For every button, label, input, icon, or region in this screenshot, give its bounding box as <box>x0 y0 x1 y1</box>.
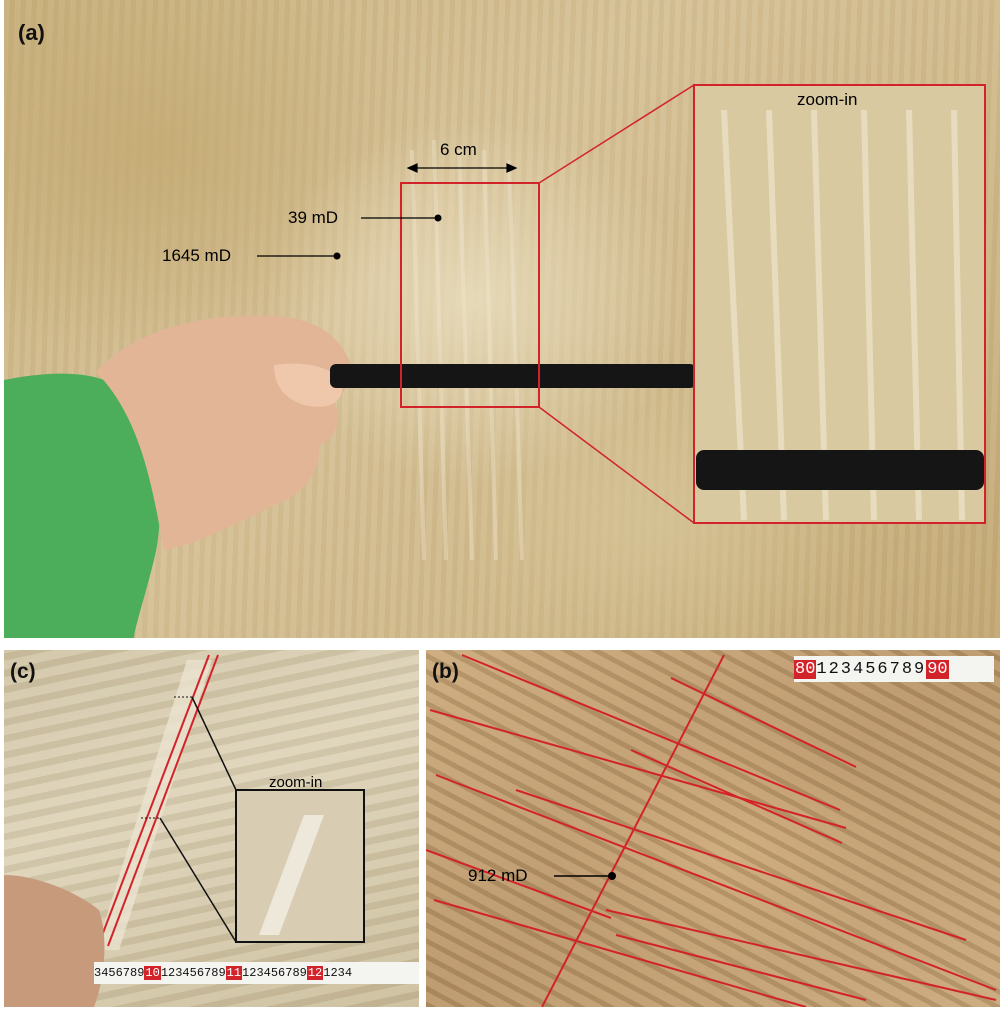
panel-a-label: (a) <box>18 20 45 45</box>
tape-red-mark: 12 <box>306 966 324 980</box>
thumb <box>274 363 343 407</box>
scale-arrow <box>406 163 518 173</box>
tape-digits: 123456789 <box>242 966 307 980</box>
zoom-in-label-a: zoom-in <box>797 90 858 109</box>
measuring-tape-c: 3456789 10 123456789 11 123456789 12 1234 <box>94 962 419 984</box>
tape-red-mark: 80 <box>794 659 817 679</box>
tape-red-mark: 10 <box>144 966 161 980</box>
panel-b-overlay <box>426 654 997 1007</box>
tape-digits: 123456789 <box>160 966 226 980</box>
lamination-streaks <box>410 139 524 561</box>
panel-c-overlay <box>4 654 365 1007</box>
zoom-inset-rod <box>696 450 984 490</box>
crosscutting-line <box>541 654 725 1007</box>
tape-digits: 3456789 <box>94 966 145 980</box>
panel-a-photo: (a) zoom-in 6 cm 39 mD 1645 mD <box>4 0 1000 638</box>
panel-c-photo: (c) zoom-in 3456789 10 123456789 11 12345678… <box>4 650 419 1007</box>
measuring-tape-b: 80 123456789 90 <box>794 656 994 682</box>
tape-digits: 123456789 <box>816 659 927 679</box>
measurement-39md: 39 mD <box>288 208 339 227</box>
measurement-area-box <box>400 182 540 408</box>
probe-rod <box>330 364 696 388</box>
measurement-912md: 912 mD <box>468 866 528 885</box>
tape-red-mark: 90 <box>926 659 949 679</box>
zoom-in-label-c: zoom-in <box>269 774 323 791</box>
bedding-lines <box>426 654 997 1007</box>
tape-red-mark: 11 <box>225 966 243 980</box>
hand-c <box>4 875 105 1007</box>
measurement-1645md: 1645 mD <box>162 246 231 265</box>
panel-b-photo: (b) 80 123456789 90 912 mD <box>426 650 1000 1007</box>
panel-b-label: (b) <box>432 660 459 683</box>
tape-digits: 1234 <box>323 966 353 980</box>
green-sleeve <box>4 373 160 638</box>
scale-label: 6 cm <box>440 140 477 159</box>
panel-c-label: (c) <box>10 660 36 683</box>
panel-a-overlay <box>4 84 986 638</box>
